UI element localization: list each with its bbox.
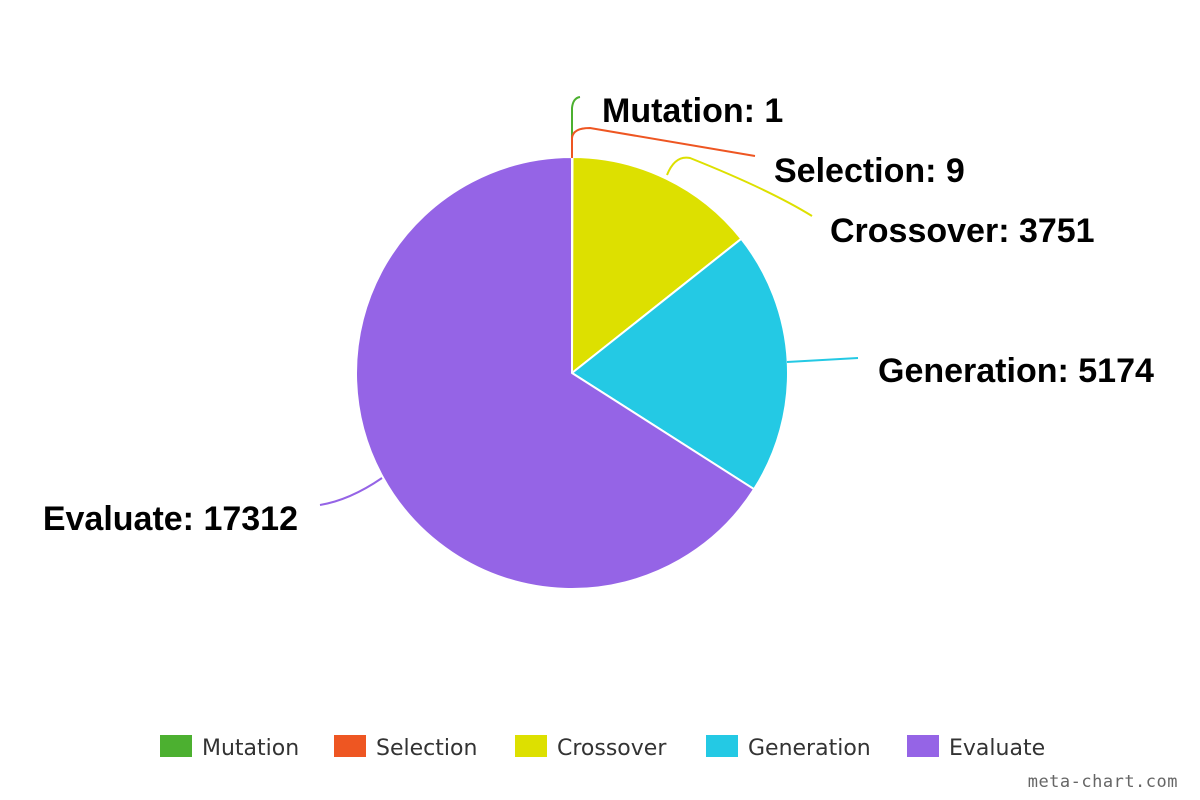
legend-label-crossover: Crossover [557, 736, 667, 761]
pie-slice-crossover[interactable] [571, 156, 743, 374]
connector-crossover [666, 156, 813, 217]
legend-label-evaluate: Evaluate [949, 736, 1045, 761]
data-label-generation: Generation: 5174 [878, 352, 1154, 390]
connector-mutation [571, 96, 581, 158]
legend-item-selection[interactable]: Selection [334, 735, 477, 761]
legend-swatch-evaluate [907, 735, 939, 757]
legend-swatch-crossover [515, 735, 547, 757]
connector-evaluate [319, 477, 383, 506]
connector-selection [571, 126, 756, 158]
legend-swatch-mutation [160, 735, 192, 757]
legend-item-mutation[interactable]: Mutation [160, 735, 299, 761]
data-label-selection: Selection: 9 [774, 152, 965, 190]
legend-item-evaluate[interactable]: Evaluate [907, 735, 1045, 761]
legend-label-mutation: Mutation [202, 736, 299, 761]
legend-label-generation: Generation [748, 736, 871, 761]
legend-item-generation[interactable]: Generation [706, 735, 871, 761]
pie-slice-evaluate[interactable] [355, 156, 756, 590]
data-label-mutation: Mutation: 1 [602, 92, 783, 130]
legend-swatch-selection [334, 735, 366, 757]
watermark: meta-chart.com [1027, 772, 1178, 792]
legend: Mutation Selection Crossover Generation Eval… [160, 735, 1045, 761]
data-labels: Mutation: 1 Selection: 9 Crossover: 3751 Ge… [43, 92, 1154, 538]
legend-label-selection: Selection [376, 736, 477, 761]
legend-item-crossover[interactable]: Crossover [515, 735, 667, 761]
label-connectors [319, 96, 859, 506]
legend-swatch-generation [706, 735, 738, 757]
data-label-evaluate: Evaluate: 17312 [43, 500, 298, 538]
data-label-crossover: Crossover: 3751 [830, 212, 1095, 250]
pie-slices [355, 155, 789, 590]
connector-generation [786, 357, 859, 363]
